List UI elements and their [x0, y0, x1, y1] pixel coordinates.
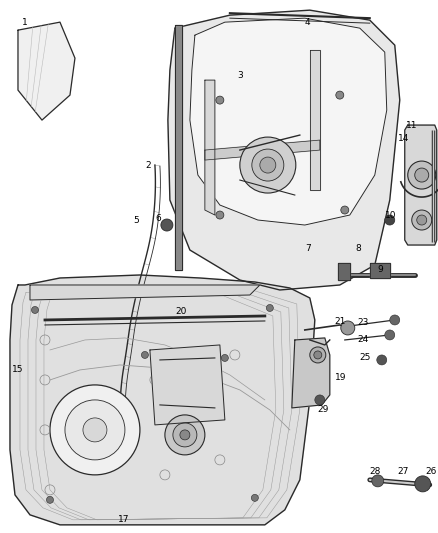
- Text: 25: 25: [359, 353, 370, 362]
- Circle shape: [251, 149, 283, 181]
- Text: 21: 21: [334, 318, 346, 327]
- Circle shape: [50, 385, 140, 475]
- Text: 29: 29: [317, 406, 328, 415]
- Circle shape: [251, 495, 258, 502]
- Circle shape: [389, 315, 399, 325]
- Circle shape: [215, 96, 223, 104]
- Circle shape: [161, 219, 173, 231]
- Polygon shape: [291, 338, 329, 408]
- Circle shape: [65, 400, 125, 460]
- Polygon shape: [205, 140, 319, 160]
- Circle shape: [46, 496, 53, 503]
- Text: 27: 27: [397, 467, 408, 477]
- Text: 17: 17: [118, 515, 129, 524]
- Circle shape: [371, 475, 383, 487]
- Circle shape: [141, 351, 148, 359]
- Circle shape: [340, 206, 348, 214]
- Circle shape: [165, 415, 205, 455]
- Polygon shape: [30, 285, 259, 300]
- Text: 23: 23: [357, 318, 368, 327]
- Polygon shape: [369, 263, 389, 278]
- Circle shape: [221, 354, 228, 361]
- Text: 28: 28: [369, 467, 380, 477]
- Text: 20: 20: [174, 308, 186, 317]
- Text: 10: 10: [384, 211, 396, 220]
- Text: 14: 14: [397, 134, 408, 143]
- Circle shape: [414, 168, 428, 182]
- Circle shape: [411, 210, 431, 230]
- Circle shape: [173, 423, 196, 447]
- Circle shape: [266, 304, 273, 311]
- Circle shape: [313, 351, 321, 359]
- Polygon shape: [18, 22, 75, 120]
- Circle shape: [384, 215, 394, 225]
- Text: 7: 7: [304, 244, 310, 253]
- Circle shape: [309, 347, 325, 363]
- Text: 8: 8: [355, 244, 361, 253]
- Text: 4: 4: [304, 18, 310, 27]
- Circle shape: [335, 91, 343, 99]
- Circle shape: [32, 306, 39, 313]
- Circle shape: [180, 430, 190, 440]
- Polygon shape: [10, 275, 314, 525]
- Polygon shape: [404, 125, 436, 245]
- Text: 5: 5: [133, 215, 138, 224]
- Circle shape: [416, 215, 426, 225]
- Polygon shape: [149, 345, 224, 425]
- Circle shape: [215, 211, 223, 219]
- Text: 15: 15: [12, 366, 24, 375]
- Text: 1: 1: [22, 18, 28, 27]
- Text: 6: 6: [155, 214, 160, 223]
- Text: 3: 3: [237, 70, 242, 79]
- Text: 2: 2: [145, 160, 150, 169]
- Text: 24: 24: [357, 335, 368, 344]
- Circle shape: [414, 476, 430, 492]
- Text: 9: 9: [377, 265, 383, 274]
- Text: 11: 11: [405, 120, 416, 130]
- Circle shape: [83, 418, 107, 442]
- Circle shape: [340, 321, 354, 335]
- Polygon shape: [337, 263, 349, 280]
- Polygon shape: [190, 18, 386, 225]
- Circle shape: [376, 355, 386, 365]
- Circle shape: [259, 157, 275, 173]
- Polygon shape: [309, 50, 319, 190]
- Text: 19: 19: [334, 374, 346, 383]
- Polygon shape: [174, 25, 181, 270]
- Circle shape: [407, 161, 435, 189]
- Polygon shape: [167, 10, 399, 290]
- Circle shape: [314, 395, 324, 405]
- Text: 26: 26: [425, 467, 436, 477]
- Polygon shape: [205, 80, 214, 215]
- Circle shape: [239, 137, 295, 193]
- Circle shape: [384, 330, 394, 340]
